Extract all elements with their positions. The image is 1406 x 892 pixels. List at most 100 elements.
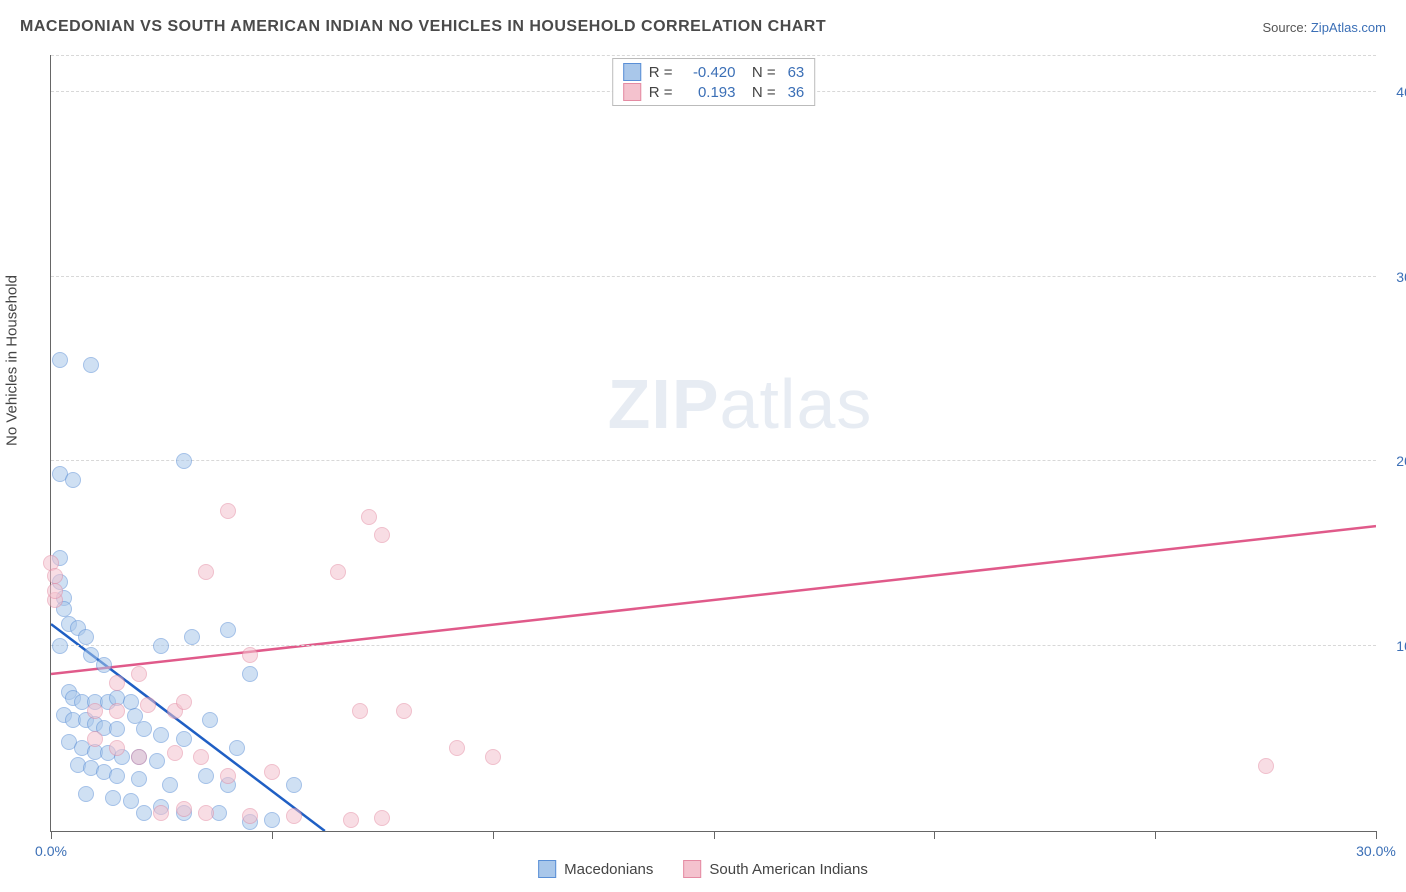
scatter-point-series-1 bbox=[87, 703, 103, 719]
xtick-label: 0.0% bbox=[35, 843, 67, 859]
scatter-point-series-1 bbox=[193, 749, 209, 765]
scatter-point-series-1 bbox=[352, 703, 368, 719]
xtick bbox=[1155, 831, 1156, 839]
scatter-point-series-0 bbox=[83, 357, 99, 373]
scatter-point-series-1 bbox=[343, 812, 359, 828]
gridline-h bbox=[51, 645, 1376, 646]
scatter-point-series-1 bbox=[109, 703, 125, 719]
scatter-point-series-0 bbox=[109, 768, 125, 784]
source-attribution: Source: ZipAtlas.com bbox=[1262, 20, 1386, 35]
xtick bbox=[51, 831, 52, 839]
xtick bbox=[272, 831, 273, 839]
scatter-point-series-1 bbox=[176, 801, 192, 817]
watermark-zip: ZIP bbox=[608, 365, 720, 443]
xtick bbox=[1376, 831, 1377, 839]
xtick bbox=[493, 831, 494, 839]
ytick-label: 40.0% bbox=[1386, 84, 1406, 100]
ytick-label: 10.0% bbox=[1386, 638, 1406, 654]
stat-r-value-0: -0.420 bbox=[680, 64, 735, 81]
scatter-point-series-0 bbox=[162, 777, 178, 793]
scatter-point-series-0 bbox=[153, 727, 169, 743]
scatter-point-series-1 bbox=[449, 740, 465, 756]
stat-r-label-1: R = bbox=[649, 84, 673, 101]
scatter-point-series-1 bbox=[396, 703, 412, 719]
legend-swatch-1 bbox=[623, 83, 641, 101]
stat-r-label-0: R = bbox=[649, 64, 673, 81]
scatter-point-series-1 bbox=[131, 749, 147, 765]
scatter-point-series-0 bbox=[229, 740, 245, 756]
scatter-point-series-1 bbox=[1258, 758, 1274, 774]
legend-swatch-bottom-0 bbox=[538, 860, 556, 878]
legend-swatch-bottom-1 bbox=[683, 860, 701, 878]
scatter-point-series-0 bbox=[242, 666, 258, 682]
scatter-point-series-1 bbox=[264, 764, 280, 780]
scatter-point-series-1 bbox=[198, 564, 214, 580]
scatter-point-series-0 bbox=[105, 790, 121, 806]
scatter-point-series-1 bbox=[153, 805, 169, 821]
scatter-point-series-1 bbox=[47, 568, 63, 584]
stat-n-value-1: 36 bbox=[788, 84, 805, 101]
scatter-point-series-1 bbox=[109, 675, 125, 691]
xtick bbox=[934, 831, 935, 839]
legend-label-1: South American Indians bbox=[709, 861, 867, 878]
stat-n-label-1: N = bbox=[743, 84, 775, 101]
scatter-point-series-1 bbox=[87, 731, 103, 747]
scatter-point-series-0 bbox=[202, 712, 218, 728]
legend-item-0: Macedonians bbox=[538, 860, 653, 878]
ytick-label: 20.0% bbox=[1386, 453, 1406, 469]
scatter-point-series-0 bbox=[220, 622, 236, 638]
chart-title: MACEDONIAN VS SOUTH AMERICAN INDIAN NO V… bbox=[20, 18, 826, 36]
legend-swatch-0 bbox=[623, 63, 641, 81]
scatter-point-series-1 bbox=[198, 805, 214, 821]
scatter-point-series-1 bbox=[167, 745, 183, 761]
scatter-point-series-1 bbox=[220, 503, 236, 519]
scatter-point-series-1 bbox=[361, 509, 377, 525]
stat-n-label-0: N = bbox=[743, 64, 775, 81]
watermark-atlas: atlas bbox=[720, 365, 873, 443]
scatter-point-series-1 bbox=[47, 583, 63, 599]
watermark: ZIPatlas bbox=[608, 364, 873, 444]
scatter-point-series-0 bbox=[78, 629, 94, 645]
scatter-point-series-0 bbox=[52, 638, 68, 654]
gridline-h-top bbox=[51, 55, 1376, 56]
scatter-point-series-0 bbox=[264, 812, 280, 828]
scatter-point-series-1 bbox=[131, 666, 147, 682]
source-link[interactable]: ZipAtlas.com bbox=[1311, 20, 1386, 35]
scatter-point-series-0 bbox=[78, 786, 94, 802]
stats-legend-box: R = -0.420 N = 63 R = 0.193 N = 36 bbox=[612, 58, 816, 106]
xtick-label: 30.0% bbox=[1356, 843, 1396, 859]
stat-r-value-1: 0.193 bbox=[680, 84, 735, 101]
gridline-h bbox=[51, 276, 1376, 277]
scatter-point-series-0 bbox=[184, 629, 200, 645]
scatter-point-series-0 bbox=[149, 753, 165, 769]
scatter-point-series-0 bbox=[65, 472, 81, 488]
scatter-point-series-0 bbox=[286, 777, 302, 793]
chart-plot-area: ZIPatlas R = -0.420 N = 63 R = 0.193 N =… bbox=[50, 55, 1376, 832]
scatter-point-series-0 bbox=[176, 453, 192, 469]
scatter-point-series-1 bbox=[109, 740, 125, 756]
legend-item-1: South American Indians bbox=[683, 860, 867, 878]
scatter-point-series-1 bbox=[140, 697, 156, 713]
scatter-point-series-1 bbox=[374, 527, 390, 543]
scatter-point-series-1 bbox=[242, 647, 258, 663]
scatter-point-series-0 bbox=[123, 694, 139, 710]
y-axis-label: No Vehicles in Household bbox=[4, 275, 21, 446]
scatter-point-series-0 bbox=[52, 352, 68, 368]
scatter-point-series-1 bbox=[176, 694, 192, 710]
scatter-point-series-0 bbox=[123, 793, 139, 809]
bottom-legend: Macedonians South American Indians bbox=[538, 860, 868, 878]
stat-n-value-0: 63 bbox=[788, 64, 805, 81]
trend-lines-svg bbox=[51, 55, 1376, 831]
scatter-point-series-0 bbox=[109, 721, 125, 737]
legend-label-0: Macedonians bbox=[564, 861, 653, 878]
scatter-point-series-0 bbox=[96, 657, 112, 673]
scatter-point-series-0 bbox=[198, 768, 214, 784]
scatter-point-series-1 bbox=[374, 810, 390, 826]
source-prefix: Source: bbox=[1262, 20, 1310, 35]
scatter-point-series-0 bbox=[136, 805, 152, 821]
stats-row-series-0: R = -0.420 N = 63 bbox=[623, 63, 805, 81]
scatter-point-series-1 bbox=[286, 808, 302, 824]
scatter-point-series-1 bbox=[220, 768, 236, 784]
stats-row-series-1: R = 0.193 N = 36 bbox=[623, 83, 805, 101]
scatter-point-series-0 bbox=[136, 721, 152, 737]
